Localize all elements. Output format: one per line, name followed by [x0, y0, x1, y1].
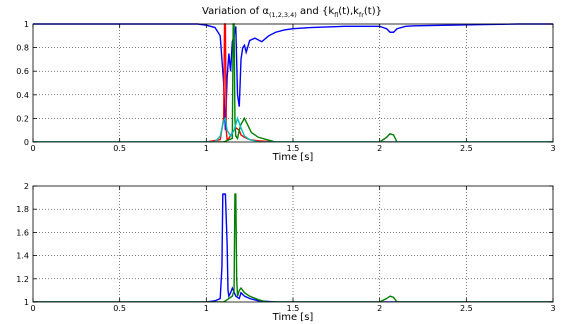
y-tick-label: 1.6	[16, 228, 29, 237]
top-plot: 0 0.5 1 1.5 2 2.5 3 0 0.2 0.4 0.6 0.8 1 Time [s]	[16, 20, 555, 163]
y-tick-label: 0.2	[16, 114, 29, 123]
series-line-3	[33, 23, 553, 142]
x-tick-label: 2	[377, 144, 382, 153]
y-tick-label: 1.8	[16, 205, 29, 214]
y-tick-label: 1	[24, 20, 29, 29]
x-tick-label: 1.5	[287, 144, 300, 153]
plot-frame	[32, 23, 554, 143]
y-tick-label: 0.8	[16, 44, 29, 53]
x-axis-label: Time [s]	[272, 312, 314, 323]
series-line-2	[33, 23, 553, 142]
y-tick-label: 0.4	[16, 91, 29, 100]
x-tick-label: 3	[550, 144, 555, 153]
x-tick-label: 0	[30, 304, 35, 313]
y-tick-label: 1.4	[16, 252, 29, 261]
x-tick-label: 2	[377, 304, 382, 313]
series-line-2	[33, 193, 553, 302]
x-tick-label: 0	[30, 144, 35, 153]
series-line-1	[33, 193, 553, 302]
y-tick-label: 2	[24, 182, 29, 191]
x-tick-label: 3	[550, 304, 555, 313]
series-line-4	[33, 116, 553, 142]
x-axis-label: Time [s]	[272, 152, 314, 163]
y-tick-label: 0	[24, 138, 29, 147]
x-tick-label: 1	[204, 144, 209, 153]
x-tick-label: 1	[204, 304, 209, 313]
bottom-plot: 0 0.5 1 1.5 2 2.5 3 1 1.2 1.4 1.6 1.8 2 Time [s]	[16, 182, 555, 323]
y-tick-label: 1.2	[16, 275, 29, 284]
chart-title: Variation of α(1,2,3,4) and {kfl(t),kfr(…	[202, 6, 382, 19]
y-tick-label: 0.6	[16, 67, 29, 76]
x-tick-label: 1.5	[287, 304, 300, 313]
x-tick-label: 2.5	[460, 144, 473, 153]
x-tick-label: 0.5	[113, 144, 126, 153]
x-tick-label: 0.5	[113, 304, 126, 313]
y-tick-label: 1	[24, 298, 29, 307]
x-tick-label: 2.5	[460, 304, 473, 313]
